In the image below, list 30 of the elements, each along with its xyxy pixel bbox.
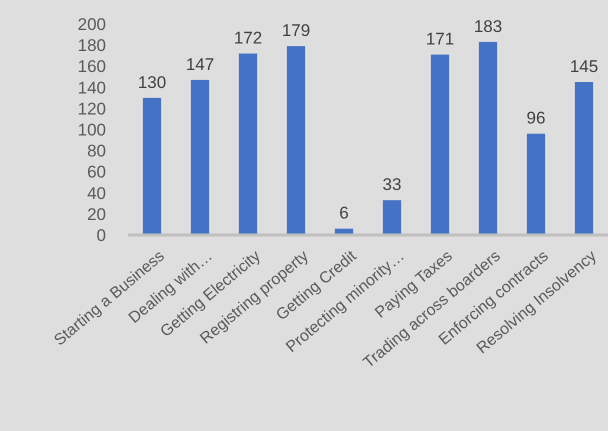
y-tick-label: 20 bbox=[87, 204, 106, 224]
data-label: 33 bbox=[382, 175, 402, 194]
bar bbox=[478, 42, 498, 235]
bar bbox=[430, 54, 450, 235]
y-tick-label: 140 bbox=[78, 78, 106, 98]
y-tick-label: 60 bbox=[87, 162, 106, 182]
y-tick-label: 0 bbox=[96, 226, 106, 245]
bar bbox=[142, 98, 162, 235]
y-tick-label: 40 bbox=[87, 184, 106, 203]
bar bbox=[574, 82, 594, 235]
bar bbox=[526, 134, 546, 235]
y-tick-label: 160 bbox=[78, 57, 106, 76]
data-label: 147 bbox=[186, 54, 214, 74]
y-tick-label: 200 bbox=[78, 14, 106, 34]
y-tick-label: 180 bbox=[78, 36, 106, 56]
data-label: 6 bbox=[339, 204, 349, 223]
bar bbox=[238, 54, 258, 235]
y-tick-label: 100 bbox=[78, 120, 106, 140]
data-label: 171 bbox=[426, 30, 454, 49]
bar bbox=[190, 80, 210, 235]
data-label: 172 bbox=[234, 28, 262, 48]
bar bbox=[286, 46, 306, 235]
data-label: 183 bbox=[474, 16, 502, 36]
data-label: 179 bbox=[282, 21, 310, 40]
data-label: 145 bbox=[570, 57, 598, 76]
y-tick-label: 80 bbox=[87, 142, 106, 161]
data-label: 96 bbox=[526, 108, 546, 128]
bar bbox=[382, 200, 402, 235]
data-label: 130 bbox=[138, 72, 166, 92]
y-tick-label: 120 bbox=[78, 99, 106, 118]
